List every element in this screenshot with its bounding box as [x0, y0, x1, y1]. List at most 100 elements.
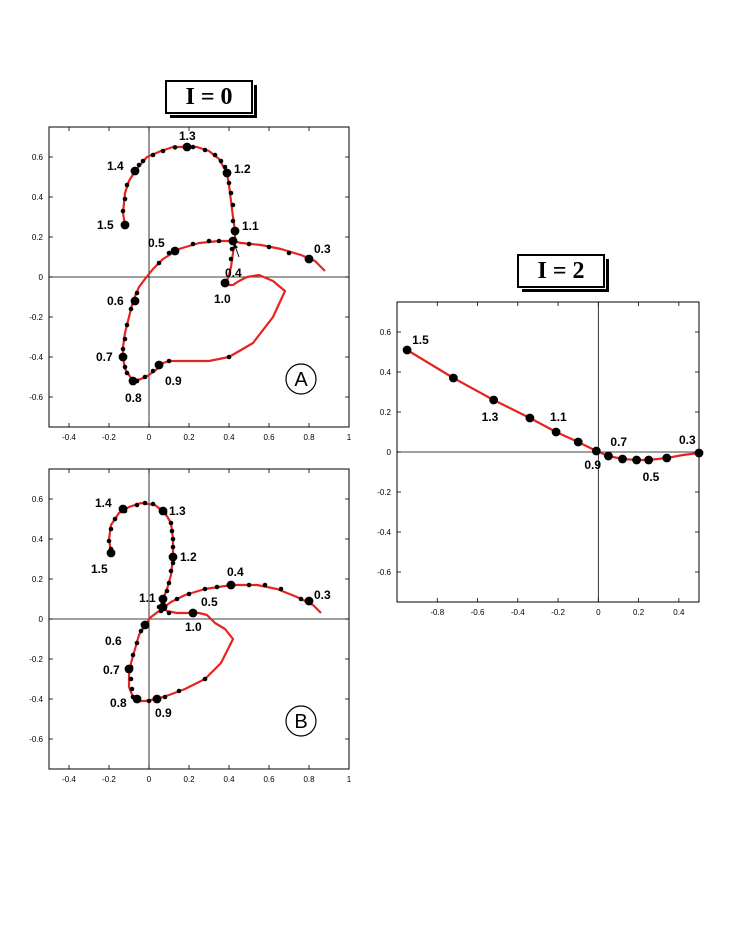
chart-panel-i2: -0.8 -0.6 -0.4 -0.2 0 0.2 0.4 -0.6 -0.4 -0.2 0 0.2 0… — [377, 301, 704, 617]
small-point — [218, 158, 224, 164]
y-tick-label: 0.2 — [32, 233, 44, 242]
labeled-point — [226, 580, 236, 590]
small-point — [174, 596, 180, 602]
small-point — [170, 544, 176, 550]
x-tick-label: 0.2 — [633, 608, 645, 617]
y-tick-label: 0.2 — [380, 408, 392, 417]
labeled-point — [220, 278, 230, 288]
small-point — [166, 250, 172, 256]
y-tick-label: 0.4 — [32, 193, 44, 202]
labeled-point — [525, 413, 535, 423]
labeled-point — [551, 427, 561, 437]
small-point — [166, 358, 172, 364]
small-point — [278, 586, 284, 592]
point-label: 1.5 — [91, 562, 108, 576]
point-label: 0.6 — [107, 294, 124, 308]
y-tick-label: 0.4 — [380, 368, 392, 377]
small-point — [202, 147, 208, 153]
labeled-point — [591, 446, 601, 456]
small-point — [246, 582, 252, 588]
small-point — [120, 346, 126, 352]
y-tick-label: 0.4 — [32, 535, 44, 544]
chart-panel-b: -0.4 -0.2 0 0.2 0.4 0.6 0.8 1 -0.6 -0.4 -0.2 0 0.2 0.… — [29, 468, 352, 784]
x-tick-label: 0.8 — [303, 433, 315, 442]
small-point — [112, 516, 118, 522]
y-tick-label: 0.2 — [32, 575, 44, 584]
y-tick-label: -0.6 — [29, 393, 43, 402]
small-point — [228, 256, 234, 262]
x-tick-label: -0.4 — [62, 433, 76, 442]
x-tick-label: 0.4 — [673, 608, 685, 617]
point-label: 1.0 — [214, 292, 231, 306]
y-tick-label: 0.6 — [380, 328, 392, 337]
small-point — [226, 354, 232, 360]
small-point — [166, 610, 172, 616]
x-tick-label: -0.2 — [102, 433, 116, 442]
small-point — [160, 148, 166, 154]
small-point — [230, 218, 236, 224]
x-tick-label: 0.2 — [183, 775, 195, 784]
small-point — [286, 250, 292, 256]
point-label: 0.3 — [679, 433, 696, 447]
point-label: 1.3 — [482, 410, 499, 424]
small-point — [129, 686, 135, 692]
y-tick-label: 0.6 — [32, 495, 44, 504]
point-label: 0.7 — [96, 350, 113, 364]
small-point — [190, 144, 196, 150]
x-tick-label: 0.6 — [263, 775, 275, 784]
x-tick-label: -0.6 — [471, 608, 485, 617]
small-point — [142, 500, 148, 506]
labeled-point — [128, 376, 138, 386]
labeled-point — [168, 552, 178, 562]
small-point — [229, 246, 235, 252]
small-point — [266, 244, 272, 250]
small-point — [150, 152, 156, 158]
small-point — [134, 502, 140, 508]
small-point — [206, 238, 212, 244]
small-point — [140, 158, 146, 164]
small-point — [166, 580, 172, 586]
labeled-point — [694, 448, 704, 458]
point-label: 1.2 — [180, 550, 197, 564]
small-point — [106, 538, 112, 544]
labeled-point — [140, 620, 150, 630]
labeled-point — [130, 166, 140, 176]
small-point — [150, 501, 156, 507]
labeled-point — [182, 142, 192, 152]
labeled-point — [120, 220, 130, 230]
x-tick-label: 0 — [596, 608, 601, 617]
small-point — [130, 652, 136, 658]
small-point — [124, 370, 130, 376]
point-label: 0.6 — [105, 634, 122, 648]
y-tick-label: -0.4 — [377, 528, 391, 537]
point-label: 1.3 — [179, 129, 196, 143]
x-tick-label: -0.4 — [62, 775, 76, 784]
point-label: 1.5 — [412, 333, 429, 347]
y-tick-label: -0.2 — [377, 488, 391, 497]
small-point — [190, 241, 196, 247]
small-point — [298, 596, 304, 602]
labeled-point — [448, 373, 458, 383]
small-point — [138, 628, 144, 634]
point-label: 0.9 — [584, 458, 601, 472]
small-point — [169, 528, 175, 534]
point-label: 0.4 — [227, 565, 244, 579]
panel-letter: A — [294, 369, 308, 391]
y-tick-label: 0 — [39, 273, 44, 282]
small-point — [212, 152, 218, 158]
labeled-point — [644, 455, 654, 465]
point-label: 0.4 — [225, 266, 242, 280]
small-point — [122, 196, 128, 202]
x-tick-label: 1 — [347, 775, 352, 784]
x-tick-label: -0.8 — [430, 608, 444, 617]
labeled-point — [158, 506, 168, 516]
panel-letter: B — [294, 711, 307, 733]
title-i0: I = 0 — [165, 80, 257, 118]
x-tick-label: 0.4 — [223, 433, 235, 442]
labeled-point — [304, 254, 314, 264]
y-tick-label: -0.6 — [377, 568, 391, 577]
small-point — [108, 526, 114, 532]
trajectory-line — [107, 501, 322, 703]
labeled-point — [662, 453, 672, 463]
labeled-point — [158, 594, 168, 604]
